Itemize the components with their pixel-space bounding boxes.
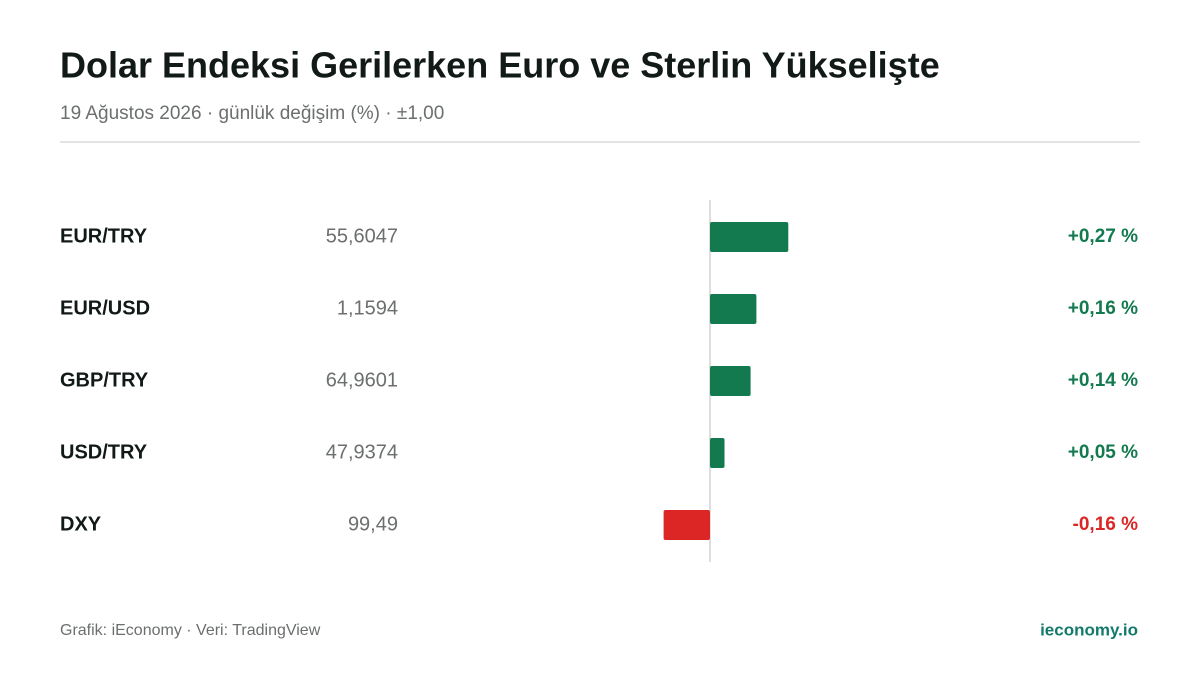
source: Grafik: iEconomy · Veri: TradingView: [60, 622, 321, 639]
category-label: EUR/TRY: [60, 225, 148, 247]
brand[interactable]: ieconomy.io: [1040, 620, 1138, 639]
chart-subtitle: 19 Ağustos 2026 · günlük değişim (%) · ±…: [60, 103, 444, 124]
price: 55,6047: [326, 225, 398, 247]
value-label: -0,16 %: [1073, 514, 1139, 535]
bar: [710, 438, 725, 468]
category-label: EUR/USD: [60, 297, 150, 319]
value-label: +0,27 %: [1068, 226, 1138, 247]
bar: [710, 222, 789, 252]
category-label: USD/TRY: [60, 441, 148, 463]
category-label: DXY: [60, 513, 102, 535]
value-label: +0,14 %: [1068, 370, 1138, 391]
price: 1,1594: [337, 297, 398, 319]
value-label: +0,05 %: [1068, 442, 1138, 463]
price: 47,9374: [326, 441, 398, 463]
bar: [710, 366, 751, 396]
bar: [710, 294, 757, 324]
category-label: GBP/TRY: [60, 369, 149, 391]
price: 64,9601: [326, 369, 398, 391]
chart-title: Dolar Endeksi Gerilerken Euro ve Sterlin…: [60, 45, 940, 86]
price: 99,49: [348, 513, 398, 535]
bar: [663, 510, 710, 540]
value-label: +0,16 %: [1068, 298, 1138, 319]
